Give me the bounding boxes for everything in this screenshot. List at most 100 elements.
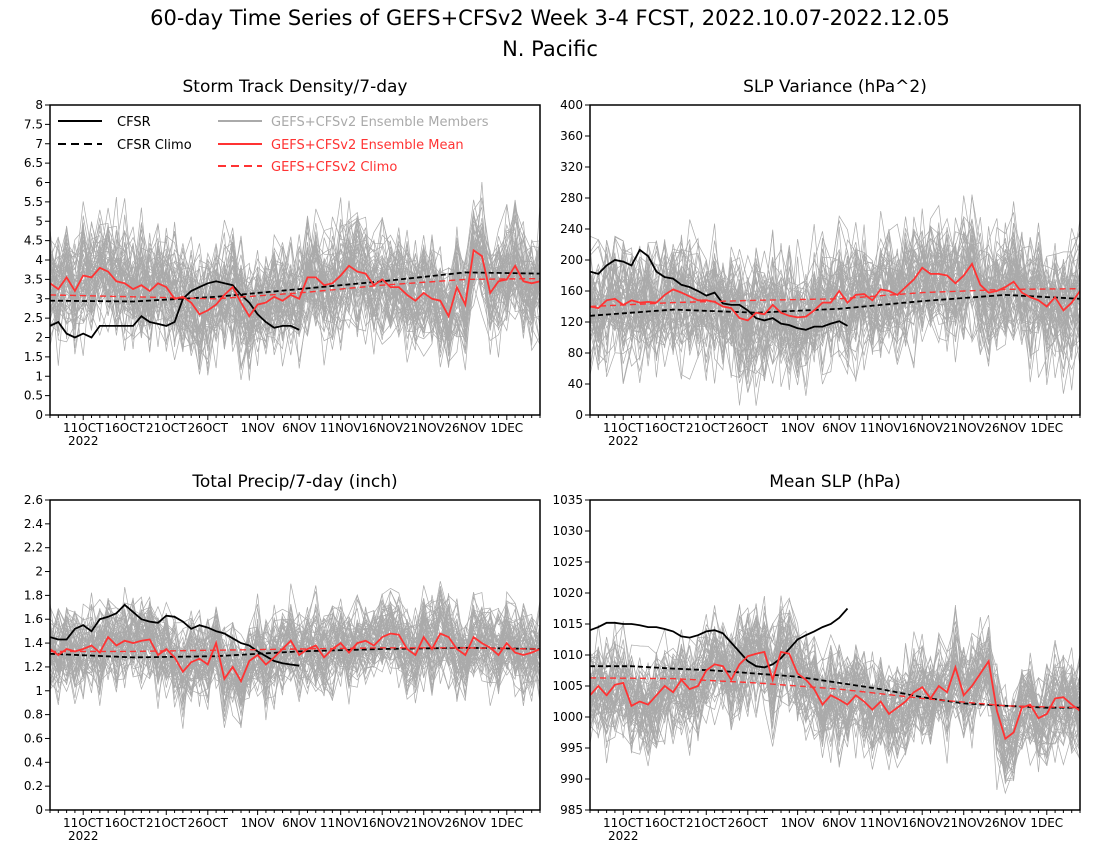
x-tick-label: 16NOV xyxy=(901,816,943,830)
x-tick-label: 26OCT xyxy=(188,816,229,830)
x-tick-year: 2022 xyxy=(68,829,99,843)
ensemble-member-line xyxy=(590,597,1080,770)
y-tick-label: 2 xyxy=(35,331,43,345)
y-tick-label: 6.5 xyxy=(24,156,43,170)
y-tick-label: 360 xyxy=(560,129,583,143)
x-tick-label: 26OCT xyxy=(728,816,769,830)
x-tick-label: 26NOV xyxy=(444,421,486,435)
ensemble-member-line xyxy=(50,234,540,375)
x-tick-label: 1NOV xyxy=(781,421,816,435)
ensemble-member-line xyxy=(50,227,540,355)
ensemble-member-line xyxy=(50,585,540,706)
y-tick-label: 0.5 xyxy=(24,389,43,403)
x-tick-label: 26NOV xyxy=(984,816,1026,830)
y-tick-label: 6 xyxy=(35,176,43,190)
y-tick-label: 5 xyxy=(35,214,43,228)
plot-area xyxy=(50,181,540,381)
y-tick-label: 0.6 xyxy=(24,731,43,745)
y-tick-label: 1000 xyxy=(552,710,583,724)
legend-label-mean-climo: GEFS+CFSv2 Climo xyxy=(271,160,397,175)
y-tick-label: 1.5 xyxy=(24,350,43,364)
y-tick-label: 120 xyxy=(560,315,583,329)
x-tick-label: 16OCT xyxy=(645,816,686,830)
ensemble-member-line xyxy=(590,633,1080,779)
series-ensemble-mean xyxy=(50,632,540,684)
x-tick-label: 26NOV xyxy=(984,421,1026,435)
x-tick-label: 21OCT xyxy=(146,421,187,435)
ensemble-member-line xyxy=(50,235,540,369)
y-tick-label: 7 xyxy=(35,137,43,151)
y-tick-label: 1 xyxy=(35,684,43,698)
x-tick-label: 21NOV xyxy=(943,421,985,435)
x-tick-label: 11NOV xyxy=(320,421,362,435)
y-tick-label: 1.8 xyxy=(24,588,43,602)
panel-title: Storm Track Density/7-day xyxy=(183,77,408,97)
x-tick-label: 26OCT xyxy=(728,421,769,435)
ensemble-member-line xyxy=(50,614,540,706)
ensemble-member-line xyxy=(50,593,540,729)
y-tick-label: 2.4 xyxy=(24,517,43,531)
y-tick-label: 320 xyxy=(560,160,583,174)
x-tick-label: 16OCT xyxy=(105,421,146,435)
ensemble-member-line xyxy=(590,242,1080,343)
y-tick-label: 1 xyxy=(35,369,43,383)
y-tick-label: 1.4 xyxy=(24,636,43,650)
series-ensemble-mean xyxy=(590,650,1080,741)
series-cfsr-climo xyxy=(50,271,540,303)
y-tick-label: 0.8 xyxy=(24,708,43,722)
x-tick-label: 16NOV xyxy=(361,816,403,830)
y-tick-label: 0 xyxy=(35,803,43,817)
x-tick-label: 21OCT xyxy=(146,816,187,830)
figure-title: 60-day Time Series of GEFS+CFSv2 Week 3-… xyxy=(150,6,950,30)
ensemble-member-line xyxy=(50,231,540,371)
ensemble-member-line xyxy=(50,230,540,366)
ensemble-member-line xyxy=(590,239,1080,384)
legend-label-cfsr-climo: CFSR Climo xyxy=(117,138,192,153)
y-tick-label: 200 xyxy=(560,253,583,267)
series-ensemble-mean xyxy=(50,248,540,319)
y-tick-label: 40 xyxy=(568,377,583,391)
ensemble-member-line xyxy=(50,222,540,360)
series-cfsr xyxy=(50,603,300,667)
legend-label-cfsr: CFSR xyxy=(117,115,151,130)
x-tick-label: 1NOV xyxy=(241,421,276,435)
x-tick-label: 1NOV xyxy=(781,816,816,830)
x-tick-label: 11OCT xyxy=(603,421,644,435)
x-tick-label: 11NOV xyxy=(860,816,902,830)
ensemble-member-line xyxy=(590,244,1080,371)
ensemble-member-line xyxy=(50,615,540,707)
legend-label-mean: GEFS+CFSv2 Ensemble Mean xyxy=(271,138,464,153)
x-tick-label: 21NOV xyxy=(943,816,985,830)
ensemble-member-line xyxy=(590,629,1080,780)
panel-title: SLP Variance (hPa^2) xyxy=(743,77,927,97)
series-cfsr-climo xyxy=(590,293,1080,317)
y-tick-label: 80 xyxy=(568,346,583,360)
x-tick-label: 11NOV xyxy=(320,816,362,830)
ensemble-member-line xyxy=(50,198,540,342)
ensemble-member-line xyxy=(50,609,540,686)
x-tick-label: 26NOV xyxy=(444,816,486,830)
x-tick-label: 11OCT xyxy=(63,421,104,435)
ensemble-member-line xyxy=(590,231,1080,357)
ensemble-member-line xyxy=(590,232,1080,379)
x-tick-label: 1DEC xyxy=(1030,816,1063,830)
ensemble-member-line xyxy=(50,603,540,700)
ensemble-member-line xyxy=(50,585,540,686)
x-tick-year: 2022 xyxy=(608,829,639,843)
ensemble-member-line xyxy=(590,224,1080,365)
x-tick-label: 21OCT xyxy=(686,421,727,435)
y-tick-label: 4 xyxy=(35,253,43,267)
y-tick-label: 2.2 xyxy=(24,541,43,555)
plot-area xyxy=(590,595,1080,795)
x-tick-label: 21OCT xyxy=(686,816,727,830)
x-tick-label: 11NOV xyxy=(860,421,902,435)
panel-title: Total Precip/7-day (inch) xyxy=(191,472,397,492)
y-tick-label: 1025 xyxy=(552,555,583,569)
x-tick-label: 6NOV xyxy=(822,816,857,830)
panel-mean-slp: Mean SLP (hPa) 985 990 995 1000 1005 1010 1015… xyxy=(552,472,1081,843)
ensemble-member-line xyxy=(50,599,540,707)
x-tick-label: 16OCT xyxy=(105,816,146,830)
x-tick-label: 21NOV xyxy=(403,816,445,830)
panel-storm-track-density: Storm Track Density/7-day 0 0.5 1 1.5 2 2.5 3 3… xyxy=(24,77,541,448)
